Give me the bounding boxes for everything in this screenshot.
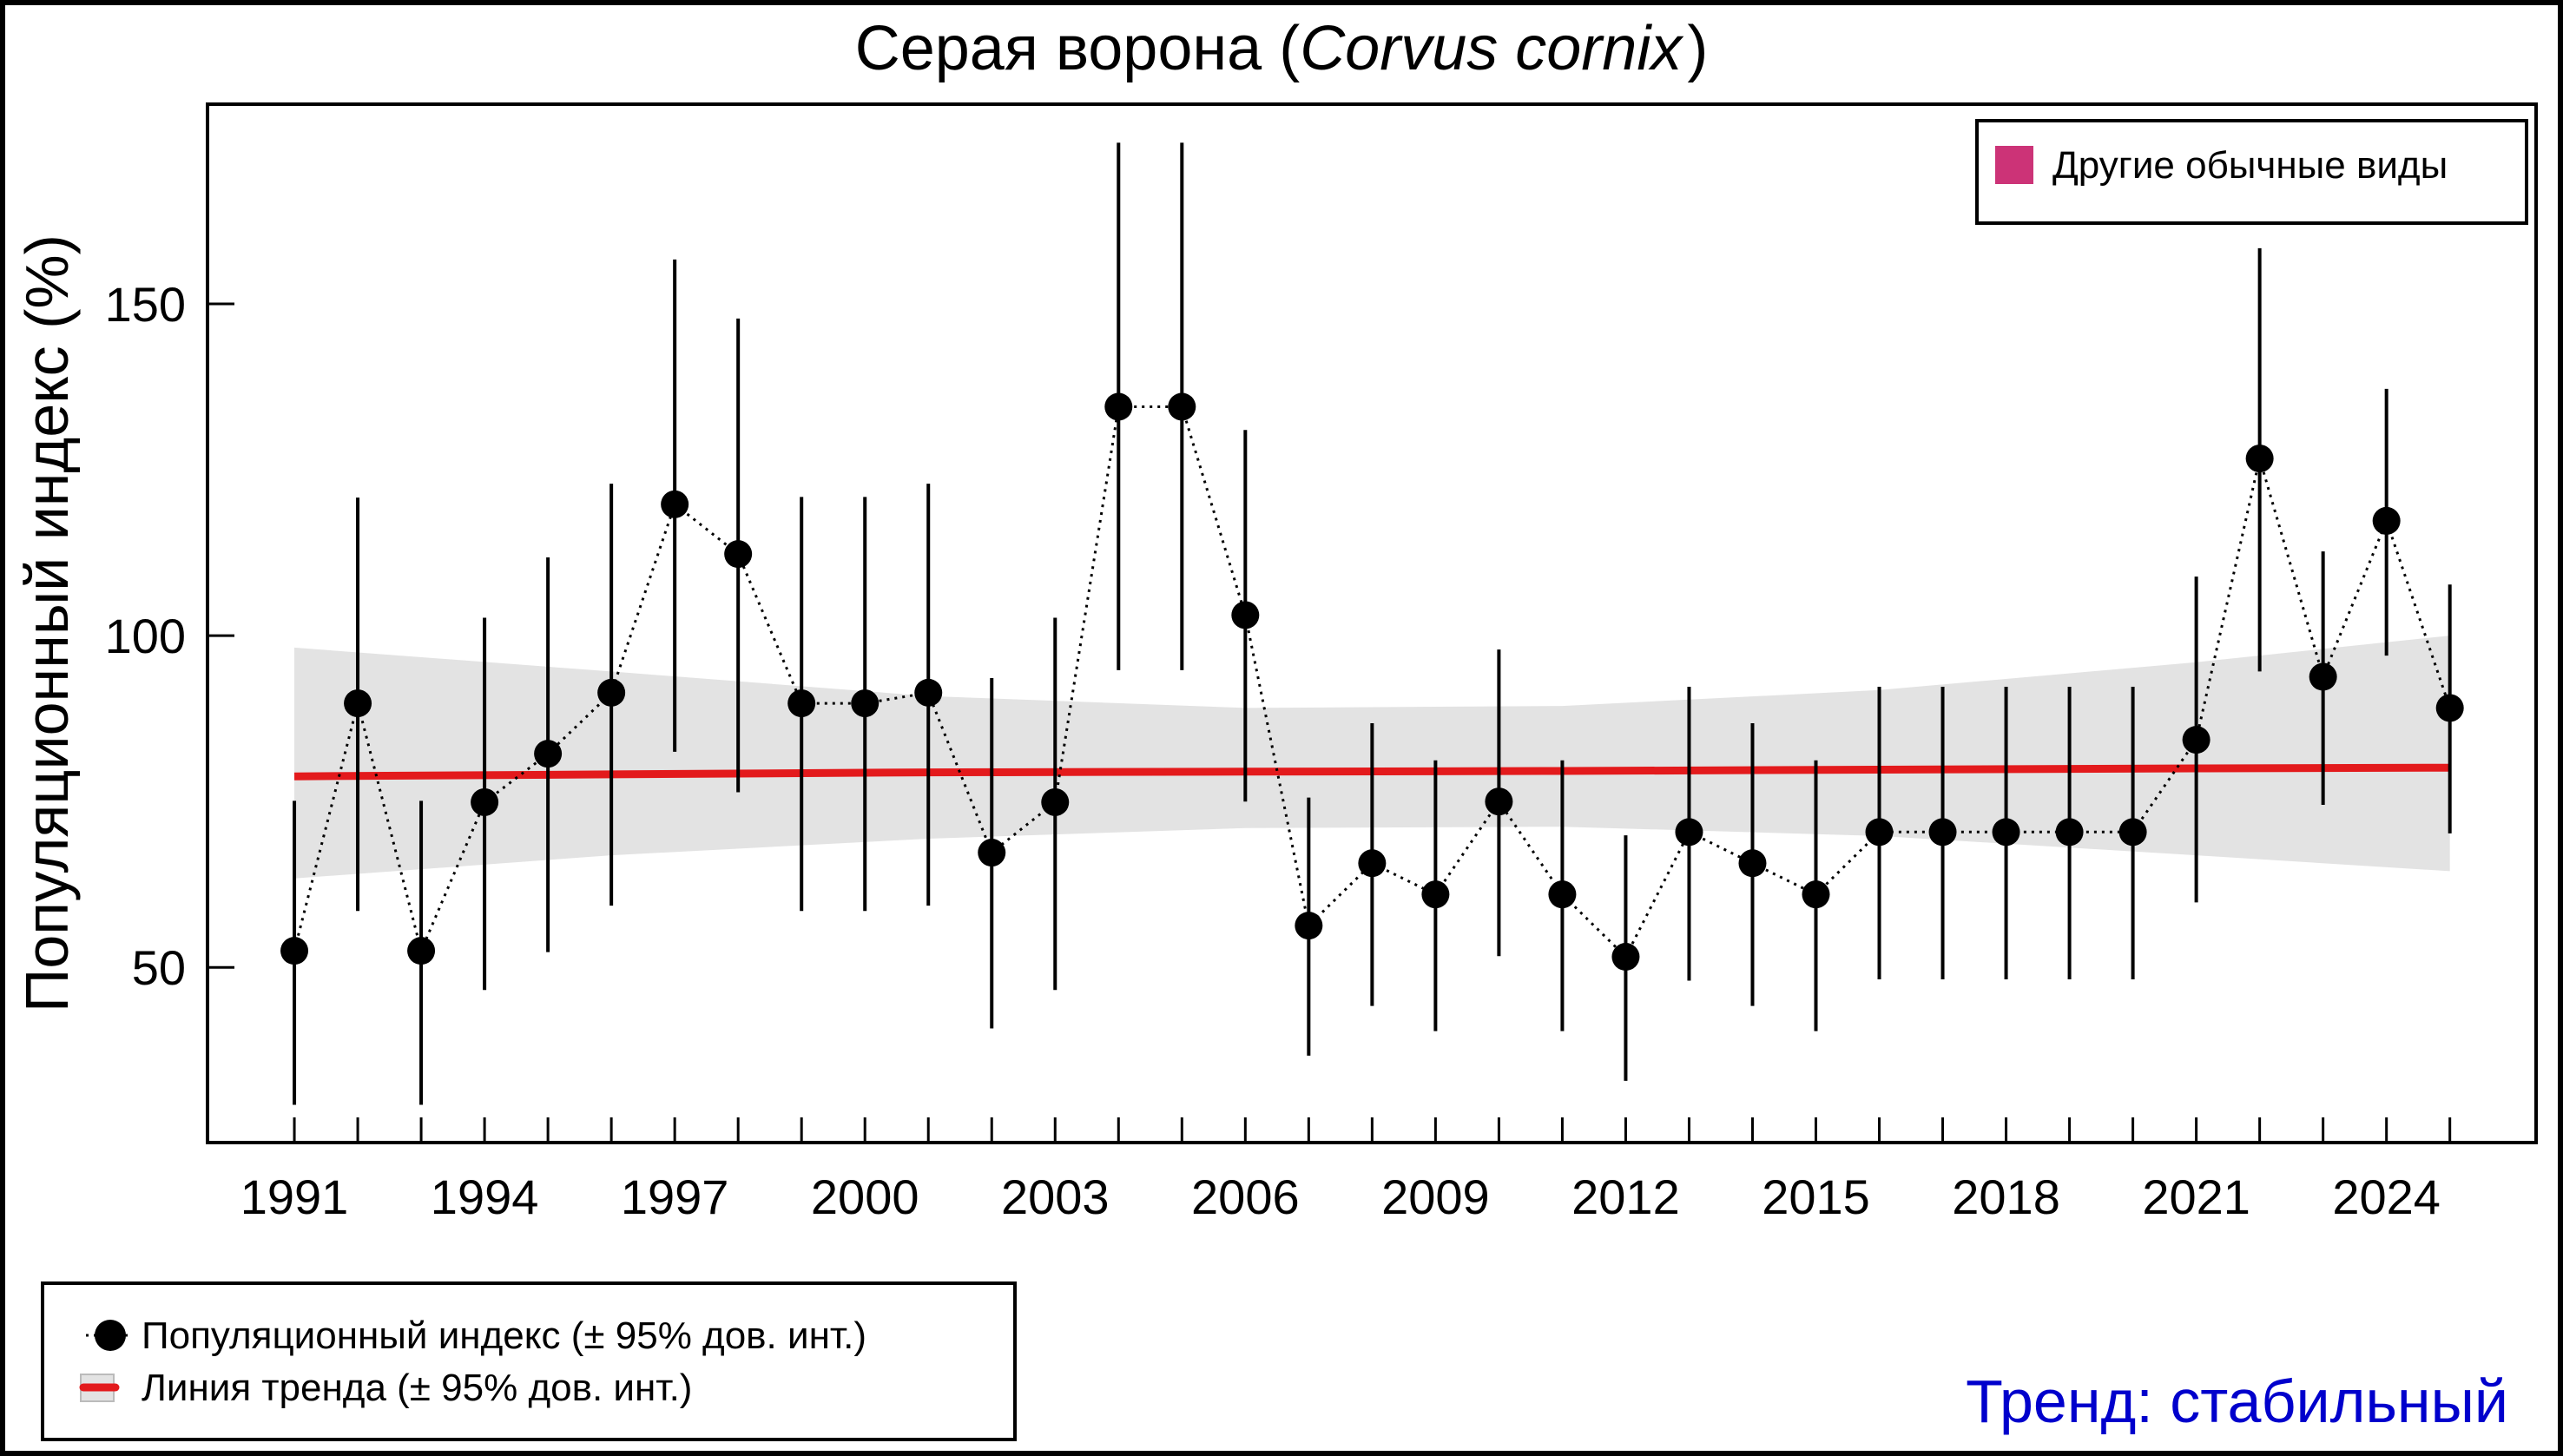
data-point bbox=[2435, 694, 2464, 722]
data-point bbox=[2372, 506, 2401, 535]
data-point bbox=[1548, 880, 1577, 909]
data-point bbox=[1928, 818, 1957, 847]
data-point bbox=[1738, 849, 1767, 878]
index-point-layer bbox=[280, 392, 2464, 972]
error-bar-layer bbox=[293, 142, 2452, 1105]
y-tick-label: 50 bbox=[132, 940, 186, 995]
legend-trend-symbol bbox=[79, 1374, 120, 1402]
data-point bbox=[2118, 818, 2147, 847]
legend-top-right: Другие обычные виды bbox=[1975, 119, 2528, 225]
x-axis: 1991 1994 1997 2000 2003 2006 2009 2012 2015 2018… bbox=[240, 1117, 2452, 1224]
data-point bbox=[1611, 943, 1640, 972]
data-point bbox=[661, 490, 689, 518]
x-tick-label: 2006 bbox=[1191, 1169, 1300, 1224]
data-point bbox=[471, 787, 499, 816]
data-point bbox=[1675, 818, 1703, 847]
legend-top-right-box bbox=[1975, 119, 2528, 225]
x-tick-label: 2000 bbox=[811, 1169, 919, 1224]
data-point bbox=[2309, 662, 2337, 691]
y-tick-label: 100 bbox=[105, 609, 186, 663]
chart-title-close: ) bbox=[1687, 14, 1708, 83]
chart-title-italic: Corvus cornix bbox=[1300, 14, 1684, 83]
legend-index-label: Популяционный индекс (± 95% дов. инт.) bbox=[142, 1314, 866, 1357]
x-tick-label: 2003 bbox=[1001, 1169, 1110, 1224]
chart-title-plain: Серая ворона ( bbox=[855, 14, 1300, 83]
data-point bbox=[2055, 818, 2084, 847]
x-tick-label: 2015 bbox=[1762, 1169, 1870, 1224]
y-axis-label: Популяционный индекс (%) bbox=[13, 234, 81, 1012]
data-point bbox=[1358, 849, 1387, 878]
data-point bbox=[914, 678, 943, 707]
data-point bbox=[2245, 445, 2274, 473]
data-point bbox=[344, 689, 372, 718]
x-tick-label: 2009 bbox=[1381, 1169, 1490, 1224]
legend-bottom-left-box bbox=[41, 1281, 1017, 1441]
data-point bbox=[724, 540, 753, 569]
x-tick-label: 2018 bbox=[1952, 1169, 2060, 1224]
data-point bbox=[1802, 880, 1830, 909]
data-point bbox=[1104, 392, 1133, 421]
chart-title: Серая ворона (Corvus cornix) bbox=[855, 14, 1709, 83]
data-point bbox=[787, 689, 816, 718]
data-point bbox=[1168, 392, 1196, 421]
x-tick-label: 1991 bbox=[240, 1169, 349, 1224]
trend-line bbox=[293, 763, 2450, 781]
data-point bbox=[978, 839, 1006, 867]
data-point bbox=[1865, 818, 1894, 847]
legend-bottom-left: Популяционный индекс (± 95% дов. инт.) Л… bbox=[41, 1281, 1017, 1441]
trend-line-layer bbox=[293, 763, 2450, 781]
x-tick-label: 2021 bbox=[2142, 1169, 2250, 1224]
x-tick-label: 2024 bbox=[2332, 1169, 2441, 1224]
data-point bbox=[1231, 601, 1260, 629]
legend-other-species-swatch bbox=[1995, 146, 2033, 184]
data-point bbox=[1295, 912, 1323, 940]
data-point bbox=[1041, 787, 1070, 816]
data-point bbox=[534, 740, 563, 768]
legend-index-point bbox=[95, 1320, 126, 1351]
legend-trend-label: Линия тренда (± 95% дов. инт.) bbox=[142, 1367, 692, 1409]
y-tick-label: 150 bbox=[105, 277, 186, 332]
data-point bbox=[2182, 726, 2211, 754]
x-tick-label: 2012 bbox=[1571, 1169, 1680, 1224]
data-point bbox=[597, 678, 626, 707]
data-point bbox=[280, 937, 309, 965]
data-point bbox=[1992, 818, 2020, 847]
data-point bbox=[851, 689, 880, 718]
legend-other-species-label: Другие обычные виды bbox=[2052, 144, 2448, 187]
x-tick-label: 1994 bbox=[431, 1169, 539, 1224]
data-point bbox=[1485, 787, 1513, 816]
data-point bbox=[407, 937, 436, 965]
y-axis: 50 100 150 bbox=[105, 277, 234, 995]
data-point bbox=[1421, 880, 1450, 909]
trend-status-annotation: Тренд: стабильный bbox=[1966, 1367, 2508, 1435]
legend-index-symbol bbox=[86, 1320, 130, 1351]
x-tick-label: 1997 bbox=[621, 1169, 729, 1224]
